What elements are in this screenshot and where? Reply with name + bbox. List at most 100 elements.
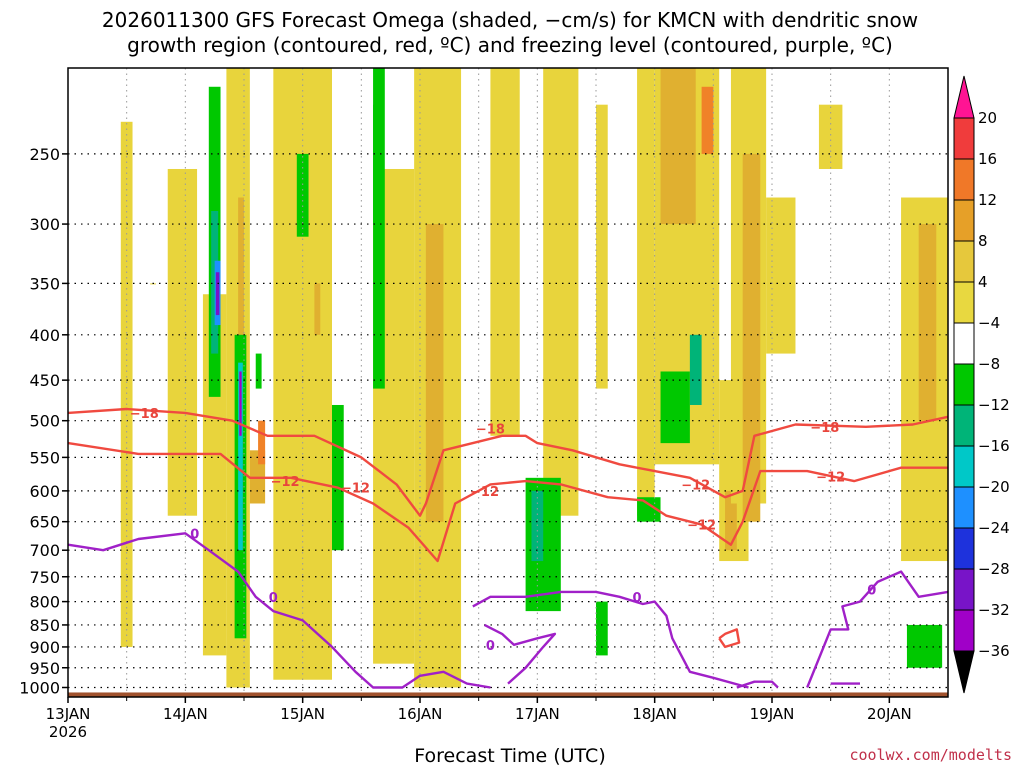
colorbar-label-7: −12 <box>978 396 1010 414</box>
contour-label-0d-0: 0 <box>867 583 876 598</box>
contour-label--12-3: −12 <box>681 478 710 493</box>
colorbar-swatch-3 <box>953 240 975 283</box>
colorbar-label-10: −24 <box>978 519 1010 537</box>
x-tick-sublabel-13JAN: 2026 <box>49 723 87 741</box>
omega-cell-16 <box>637 68 655 516</box>
colorbar-top-arrow <box>953 75 975 119</box>
contour-0 <box>67 532 491 689</box>
colorbar-swatch-10 <box>953 527 975 570</box>
omega-cell-7 <box>258 420 266 465</box>
colorbar-label-0: 20 <box>978 109 997 127</box>
colorbar-swatch-0 <box>953 117 975 160</box>
colorbar-label-11: −28 <box>978 560 1010 578</box>
colorbar-label-3: 8 <box>978 232 988 250</box>
contour-label--18-1: −18 <box>476 422 505 437</box>
contour-label--12-1: −12 <box>341 482 370 497</box>
omega-cell-33 <box>238 362 243 551</box>
colorbar-label-9: −20 <box>978 478 1010 496</box>
y-tick-label-300: 300 <box>29 215 60 234</box>
plot-frame <box>67 67 949 698</box>
colorbar-swatch-12 <box>953 609 975 652</box>
y-tick-label-350: 350 <box>29 274 60 293</box>
x-tick-label-18JAN: 18JAN <box>632 705 677 723</box>
contour--12 <box>67 441 948 563</box>
omega-cell-25 <box>818 104 843 169</box>
contour-label-0c-0: 0 <box>486 639 495 654</box>
colorbar-swatch-4 <box>953 281 975 324</box>
contour-label--12-0: −12 <box>271 475 300 490</box>
y-tick-label-700: 700 <box>29 541 60 560</box>
contour-0b <box>472 590 749 689</box>
chart-title-line-1: 2026011300 GFS Forecast Omega (shaded, −… <box>102 8 918 32</box>
omega-cell-23 <box>742 153 761 522</box>
x-tick-label-13JAN: 13JAN <box>46 705 91 723</box>
contour-0e <box>736 680 779 689</box>
contour-label-0-1: 0 <box>269 591 278 606</box>
omega-cell-21 <box>725 490 737 551</box>
credit-text: coolwx.com/modelts <box>849 746 1012 764</box>
contour-label--12-4: −12 <box>687 519 716 534</box>
y-tick-label-800: 800 <box>29 593 60 612</box>
x-axis-label: Forecast Time (UTC) <box>414 745 605 767</box>
omega-cell-35 <box>255 353 262 389</box>
contour-0d <box>806 570 949 688</box>
omega-cell-9 <box>314 283 321 335</box>
colorbar-swatch-6 <box>953 363 975 406</box>
colorbar-swatch-9 <box>953 486 975 529</box>
omega-cell-24 <box>766 197 796 354</box>
y-tick-label-550: 550 <box>29 448 60 467</box>
terrain-band <box>68 692 948 697</box>
colorbar-swatch-1 <box>953 158 975 201</box>
colorbar-swatch-5 <box>953 322 975 365</box>
colorbar-swatch-7 <box>953 404 975 447</box>
colorbar-label-5: −4 <box>978 314 1000 332</box>
x-tick-label-19JAN: 19JAN <box>750 705 795 723</box>
contour-label-0-0: 0 <box>190 527 199 542</box>
y-tick-label-900: 900 <box>29 638 60 657</box>
x-tick-label-20JAN: 20JAN <box>867 705 912 723</box>
omega-cell-37 <box>373 68 385 389</box>
x-tick-label-17JAN: 17JAN <box>515 705 560 723</box>
y-tick-label-750: 750 <box>29 568 60 587</box>
omega-cell-2 <box>167 168 198 516</box>
omega-cell-29 <box>211 211 219 354</box>
contours: −18 −18 −18 −12 −12 −12 −12 −12 −12 0 0 0 0 0 <box>67 407 949 689</box>
contour-label--18-0: −18 <box>130 407 159 422</box>
y-tick-label-400: 400 <box>29 326 60 345</box>
y-tick-label-1000: 1000 <box>19 678 60 697</box>
colorbar-label-6: −8 <box>978 355 1000 373</box>
omega-cell-46 <box>906 624 943 668</box>
omega-cell-13 <box>490 68 520 436</box>
omega-cell-42 <box>596 601 608 656</box>
y-tick-label-600: 600 <box>29 482 60 501</box>
colorbar-label-1: 16 <box>978 150 997 168</box>
omega-cell-39 <box>332 404 344 551</box>
chart-title-line-2: growth region (contoured, red, ºC) and f… <box>127 33 893 57</box>
x-tick-label-16JAN: 16JAN <box>398 705 443 723</box>
colorbar: 20 16 12 8 4 −4 −8 −12 −16 −20 −24 −28 −32 −36 <box>953 75 1010 694</box>
omega-cell-38 <box>373 104 379 225</box>
omega-cell-34 <box>239 371 242 436</box>
y-axis: 250 300 350 400 450 500 550 600 650 700 750 800 850 9… <box>19 145 68 697</box>
colorbar-swatch-11 <box>953 568 975 611</box>
colorbar-bottom-arrow <box>953 650 975 694</box>
omega-cell-19 <box>701 86 714 154</box>
y-tick-label-950: 950 <box>29 659 60 678</box>
contour-label--12-5: −12 <box>816 470 845 485</box>
omega-cell-12 <box>425 224 444 522</box>
colorbar-label-13: −36 <box>978 642 1010 660</box>
contour-label--12-2: −12 <box>470 485 499 500</box>
contour-label--18-2: −18 <box>810 421 839 436</box>
y-tick-label-500: 500 <box>29 412 60 431</box>
colorbar-label-2: 12 <box>978 191 997 209</box>
contour--18 <box>67 407 949 517</box>
contour-0c <box>483 623 557 685</box>
omega-cell-44 <box>660 371 690 444</box>
omega-shading <box>120 68 948 688</box>
omega-cell-45 <box>689 334 702 405</box>
x-tick-label-14JAN: 14JAN <box>163 705 208 723</box>
omega-cell-14 <box>543 68 579 516</box>
colorbar-swatch-8 <box>953 445 975 488</box>
